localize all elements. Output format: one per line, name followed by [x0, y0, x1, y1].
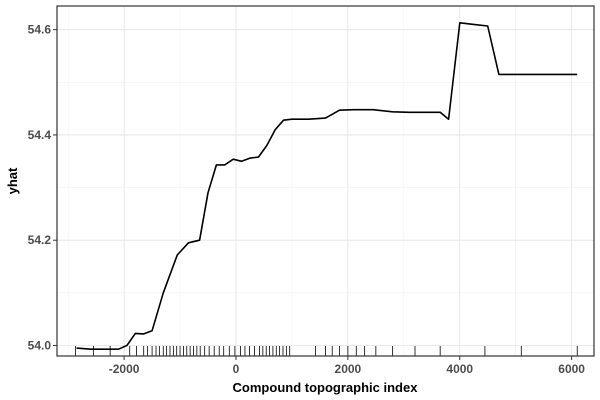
x-tick-label: -2000: [109, 362, 140, 376]
axis-ticks: -2000 0 2000 4000 6000 54.0 54.2 54.4 54.6: [28, 23, 586, 376]
y-tick-label: 54.2: [28, 233, 52, 247]
y-tick-label: 54.4: [28, 128, 52, 142]
y-tick-label: 54.6: [28, 23, 52, 37]
x-axis-title: Compound topographic index: [233, 380, 419, 395]
x-tick-label: 0: [233, 362, 240, 376]
x-tick-label: 2000: [335, 362, 362, 376]
x-tick-label: 6000: [558, 362, 585, 376]
series-lines: [76, 21, 578, 351]
y-tick-label: 54.0: [28, 338, 52, 352]
x-tick-label: 4000: [446, 362, 473, 376]
plot-panel: [57, 6, 594, 356]
panel-border: [56, 5, 595, 357]
y-axis-title: yhat: [5, 167, 20, 194]
series-line: [76, 21, 578, 351]
rug: [75, 346, 578, 356]
grid: [57, 6, 594, 356]
